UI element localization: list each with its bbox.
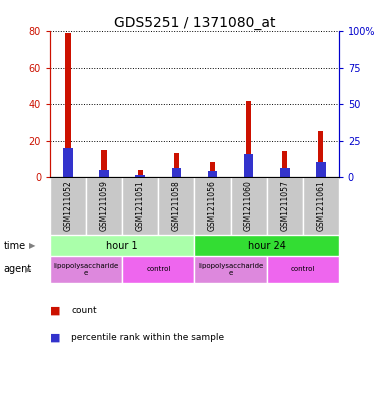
Text: lipopolysaccharide
e: lipopolysaccharide e	[54, 263, 119, 276]
Bar	[280, 168, 290, 177]
Text: ▶: ▶	[29, 241, 35, 250]
Text: GSM1211051: GSM1211051	[136, 181, 145, 231]
Text: control: control	[291, 266, 315, 272]
Text: ■: ■	[50, 305, 60, 316]
Text: ■: ■	[50, 333, 60, 343]
Bar	[208, 171, 218, 177]
Text: GSM1211056: GSM1211056	[208, 181, 217, 231]
Bar	[86, 177, 122, 235]
Bar	[266, 177, 303, 235]
Bar	[158, 177, 194, 235]
Bar	[194, 235, 339, 256]
Bar	[65, 33, 71, 177]
Bar	[99, 170, 109, 177]
Bar	[50, 256, 122, 283]
Bar	[136, 175, 145, 177]
Text: GSM1211057: GSM1211057	[280, 181, 289, 231]
Bar	[122, 256, 194, 283]
Bar	[171, 168, 181, 177]
Text: count: count	[71, 306, 97, 315]
Text: GSM1211061: GSM1211061	[316, 181, 325, 231]
Bar	[174, 153, 179, 177]
Text: GSM1211059: GSM1211059	[100, 181, 109, 231]
Bar	[246, 101, 251, 177]
Text: GSM1211060: GSM1211060	[244, 181, 253, 231]
Bar	[210, 162, 215, 177]
Text: agent: agent	[4, 264, 32, 274]
Bar	[316, 162, 326, 177]
Text: hour 24: hour 24	[248, 241, 286, 251]
Bar	[266, 256, 339, 283]
Text: control: control	[146, 266, 171, 272]
Text: GSM1211052: GSM1211052	[64, 181, 73, 231]
Bar	[102, 150, 107, 177]
Bar	[137, 170, 143, 177]
Bar	[194, 256, 266, 283]
Bar	[318, 132, 323, 177]
Bar	[244, 154, 253, 177]
Bar	[122, 177, 158, 235]
Bar	[63, 148, 73, 177]
Bar	[50, 177, 86, 235]
Text: ▶: ▶	[25, 265, 32, 274]
Bar	[194, 177, 231, 235]
Text: GSM1211058: GSM1211058	[172, 181, 181, 231]
Bar	[303, 177, 339, 235]
Bar	[282, 151, 287, 177]
Text: time: time	[4, 241, 26, 251]
Bar	[231, 177, 266, 235]
Bar	[50, 235, 194, 256]
Text: lipopolysaccharide
e: lipopolysaccharide e	[198, 263, 263, 276]
Text: percentile rank within the sample: percentile rank within the sample	[71, 334, 224, 342]
Title: GDS5251 / 1371080_at: GDS5251 / 1371080_at	[114, 17, 275, 30]
Text: hour 1: hour 1	[106, 241, 138, 251]
